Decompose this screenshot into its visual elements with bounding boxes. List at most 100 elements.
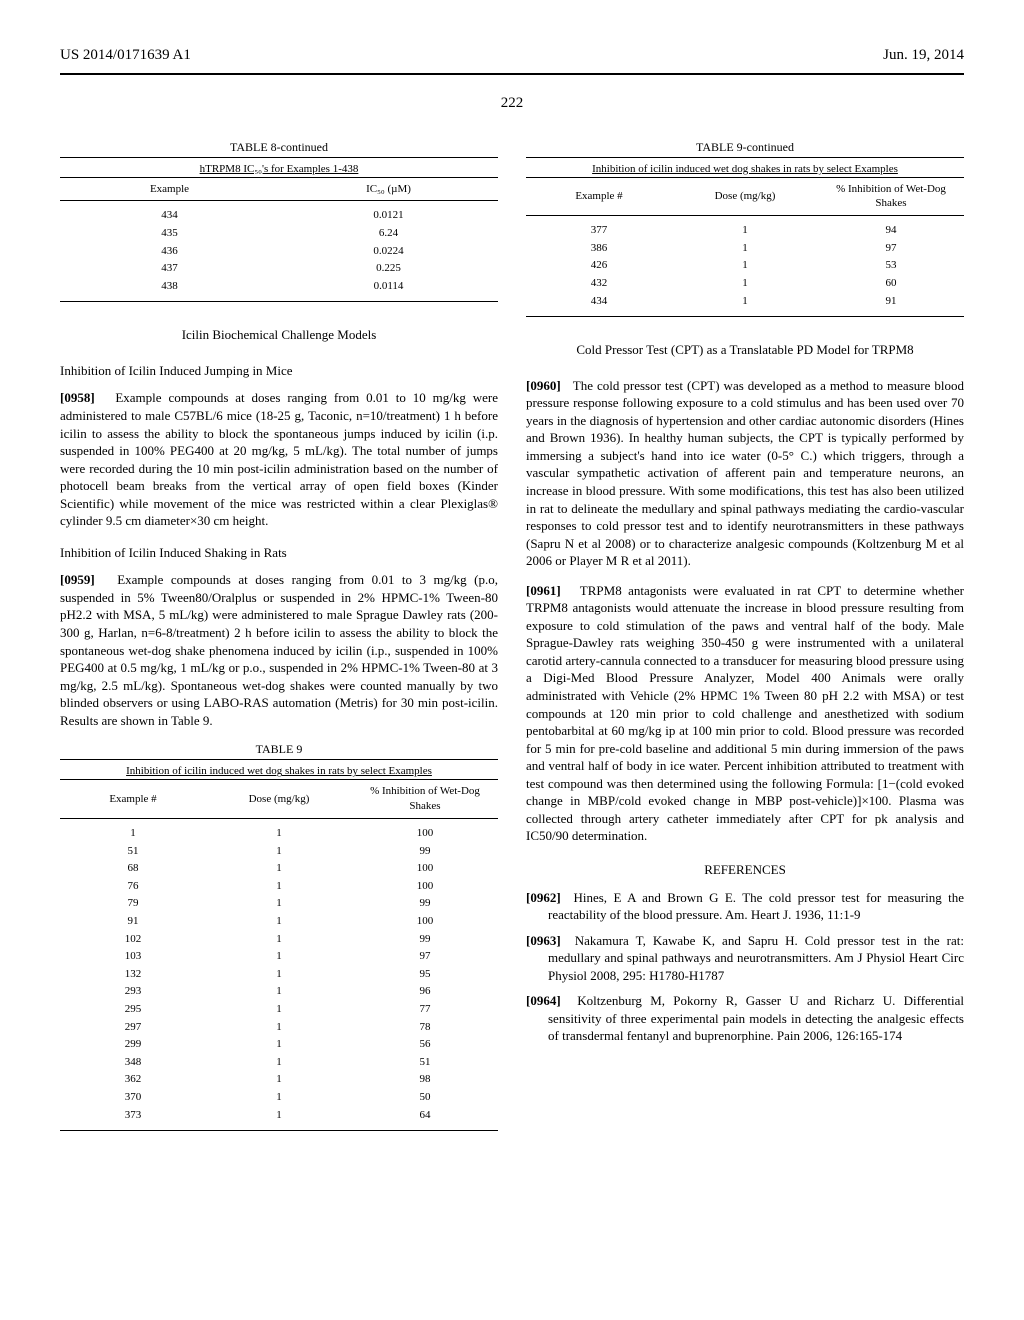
table-cell: 1 bbox=[206, 1054, 352, 1072]
table-row: 4340.0121 bbox=[60, 201, 498, 225]
table-cell: 1 bbox=[672, 275, 818, 293]
table-row: 373164 bbox=[60, 1107, 498, 1131]
table-row: 4360.0224 bbox=[60, 243, 498, 261]
table-cell: 426 bbox=[526, 257, 672, 275]
table-9-continued: TABLE 9-continued Inhibition of icilin i… bbox=[526, 139, 964, 318]
table-row: 132195 bbox=[60, 966, 498, 984]
table-caption: Inhibition of icilin induced wet dog sha… bbox=[60, 759, 498, 779]
table-cell: 1 bbox=[206, 931, 352, 949]
table-cell: 370 bbox=[60, 1089, 206, 1107]
ref-text: Hines, E A and Brown G E. The cold press… bbox=[548, 890, 964, 923]
subsection-title: Inhibition of Icilin Induced Shaking in … bbox=[60, 544, 498, 562]
table-cell: 76 bbox=[60, 878, 206, 896]
table-row: 295177 bbox=[60, 1001, 498, 1019]
col-header: % Inhibition of Wet-Dog Shakes bbox=[818, 177, 964, 216]
table-cell: 102 bbox=[60, 931, 206, 949]
table-cell: 99 bbox=[352, 931, 498, 949]
table-cell: 97 bbox=[818, 240, 964, 258]
table-cell: 99 bbox=[352, 895, 498, 913]
table-row: 297178 bbox=[60, 1019, 498, 1037]
table-cell: 98 bbox=[352, 1071, 498, 1089]
para-text: TRPM8 antagonists were evaluated in rat … bbox=[526, 583, 964, 844]
para-text: Example compounds at doses ranging from … bbox=[60, 390, 498, 528]
table-row: 386197 bbox=[526, 240, 964, 258]
table-cell: 295 bbox=[60, 1001, 206, 1019]
table-row: 377194 bbox=[526, 216, 964, 240]
table-cell: 1 bbox=[206, 878, 352, 896]
table-cell: 1 bbox=[206, 895, 352, 913]
table-cell: 103 bbox=[60, 948, 206, 966]
col-header: Dose (mg/kg) bbox=[206, 780, 352, 819]
table-8: TABLE 8-continued hTRPM8 IC₅₀'s for Exam… bbox=[60, 139, 498, 303]
table-row: 362198 bbox=[60, 1071, 498, 1089]
table-row: 51199 bbox=[60, 843, 498, 861]
section-title: Cold Pressor Test (CPT) as a Translatabl… bbox=[526, 341, 964, 359]
table-9c-body: 377194386197426153432160434191 bbox=[526, 216, 964, 317]
table-cell: 348 bbox=[60, 1054, 206, 1072]
table-row: 761100 bbox=[60, 878, 498, 896]
table-cell: 0.0121 bbox=[279, 201, 498, 225]
para-number: [0958] bbox=[60, 390, 95, 405]
table-cell: 1 bbox=[206, 948, 352, 966]
paragraph: [0961] TRPM8 antagonists were evaluated … bbox=[526, 582, 964, 845]
para-text: Example compounds at doses ranging from … bbox=[60, 572, 498, 727]
table-row: 434191 bbox=[526, 293, 964, 317]
table-cell: 1 bbox=[672, 240, 818, 258]
table-cell: 1 bbox=[206, 1107, 352, 1131]
table-cell: 432 bbox=[526, 275, 672, 293]
col-header: Example bbox=[60, 177, 279, 201]
reference: [0962] Hines, E A and Brown G E. The col… bbox=[526, 889, 964, 924]
table-cell: 51 bbox=[60, 843, 206, 861]
table-cell: 60 bbox=[818, 275, 964, 293]
right-column: TABLE 9-continued Inhibition of icilin i… bbox=[526, 139, 964, 1152]
table-8-body: 4340.01214356.244360.02244370.2254380.01… bbox=[60, 201, 498, 302]
header-rule bbox=[60, 73, 964, 75]
table-label: TABLE 9 bbox=[60, 741, 498, 757]
table-cell: 79 bbox=[60, 895, 206, 913]
table-cell: 1 bbox=[206, 983, 352, 1001]
paragraph: [0959] Example compounds at doses rangin… bbox=[60, 571, 498, 729]
table-cell: 434 bbox=[60, 201, 279, 225]
table-caption: hTRPM8 IC₅₀'s for Examples 1-438 bbox=[60, 157, 498, 177]
table-row: 11100 bbox=[60, 819, 498, 843]
table-cell: 91 bbox=[818, 293, 964, 317]
content-columns: TABLE 8-continued hTRPM8 IC₅₀'s for Exam… bbox=[60, 139, 964, 1152]
para-number: [0960] bbox=[526, 378, 561, 393]
para-number: [0964] bbox=[526, 993, 561, 1008]
table-row: 426153 bbox=[526, 257, 964, 275]
col-header: % Inhibition of Wet-Dog Shakes bbox=[352, 780, 498, 819]
table-cell: 100 bbox=[352, 819, 498, 843]
publication-date: Jun. 19, 2014 bbox=[883, 45, 964, 65]
table-cell: 377 bbox=[526, 216, 672, 240]
table-cell: 132 bbox=[60, 966, 206, 984]
table-cell: 386 bbox=[526, 240, 672, 258]
table-cell: 1 bbox=[206, 913, 352, 931]
table-row: 370150 bbox=[60, 1089, 498, 1107]
table-cell: 293 bbox=[60, 983, 206, 1001]
para-number: [0963] bbox=[526, 933, 561, 948]
ref-text: Nakamura T, Kawabe K, and Sapru H. Cold … bbox=[548, 933, 964, 983]
table-cell: 1 bbox=[206, 1019, 352, 1037]
table-cell: 6.24 bbox=[279, 225, 498, 243]
table-cell: 438 bbox=[60, 278, 279, 302]
table-cell: 1 bbox=[206, 819, 352, 843]
table-cell: 1 bbox=[206, 1089, 352, 1107]
table-cell: 362 bbox=[60, 1071, 206, 1089]
table-label: TABLE 8-continued bbox=[60, 139, 498, 155]
table-cell: 0.225 bbox=[279, 260, 498, 278]
table-cell: 436 bbox=[60, 243, 279, 261]
para-number: [0959] bbox=[60, 572, 95, 587]
col-header: IC₅₀ (µM) bbox=[279, 177, 498, 201]
table-cell: 0.0114 bbox=[279, 278, 498, 302]
page-number: 222 bbox=[60, 93, 964, 113]
table-cell: 1 bbox=[206, 1071, 352, 1089]
table-cell: 97 bbox=[352, 948, 498, 966]
table-row: 681100 bbox=[60, 860, 498, 878]
table-cell: 100 bbox=[352, 860, 498, 878]
table-cell: 1 bbox=[206, 860, 352, 878]
table-cell: 1 bbox=[206, 966, 352, 984]
paragraph: [0958] Example compounds at doses rangin… bbox=[60, 389, 498, 529]
table-cell: 78 bbox=[352, 1019, 498, 1037]
section-title: Icilin Biochemical Challenge Models bbox=[60, 326, 498, 344]
table-cell: 1 bbox=[206, 1036, 352, 1054]
